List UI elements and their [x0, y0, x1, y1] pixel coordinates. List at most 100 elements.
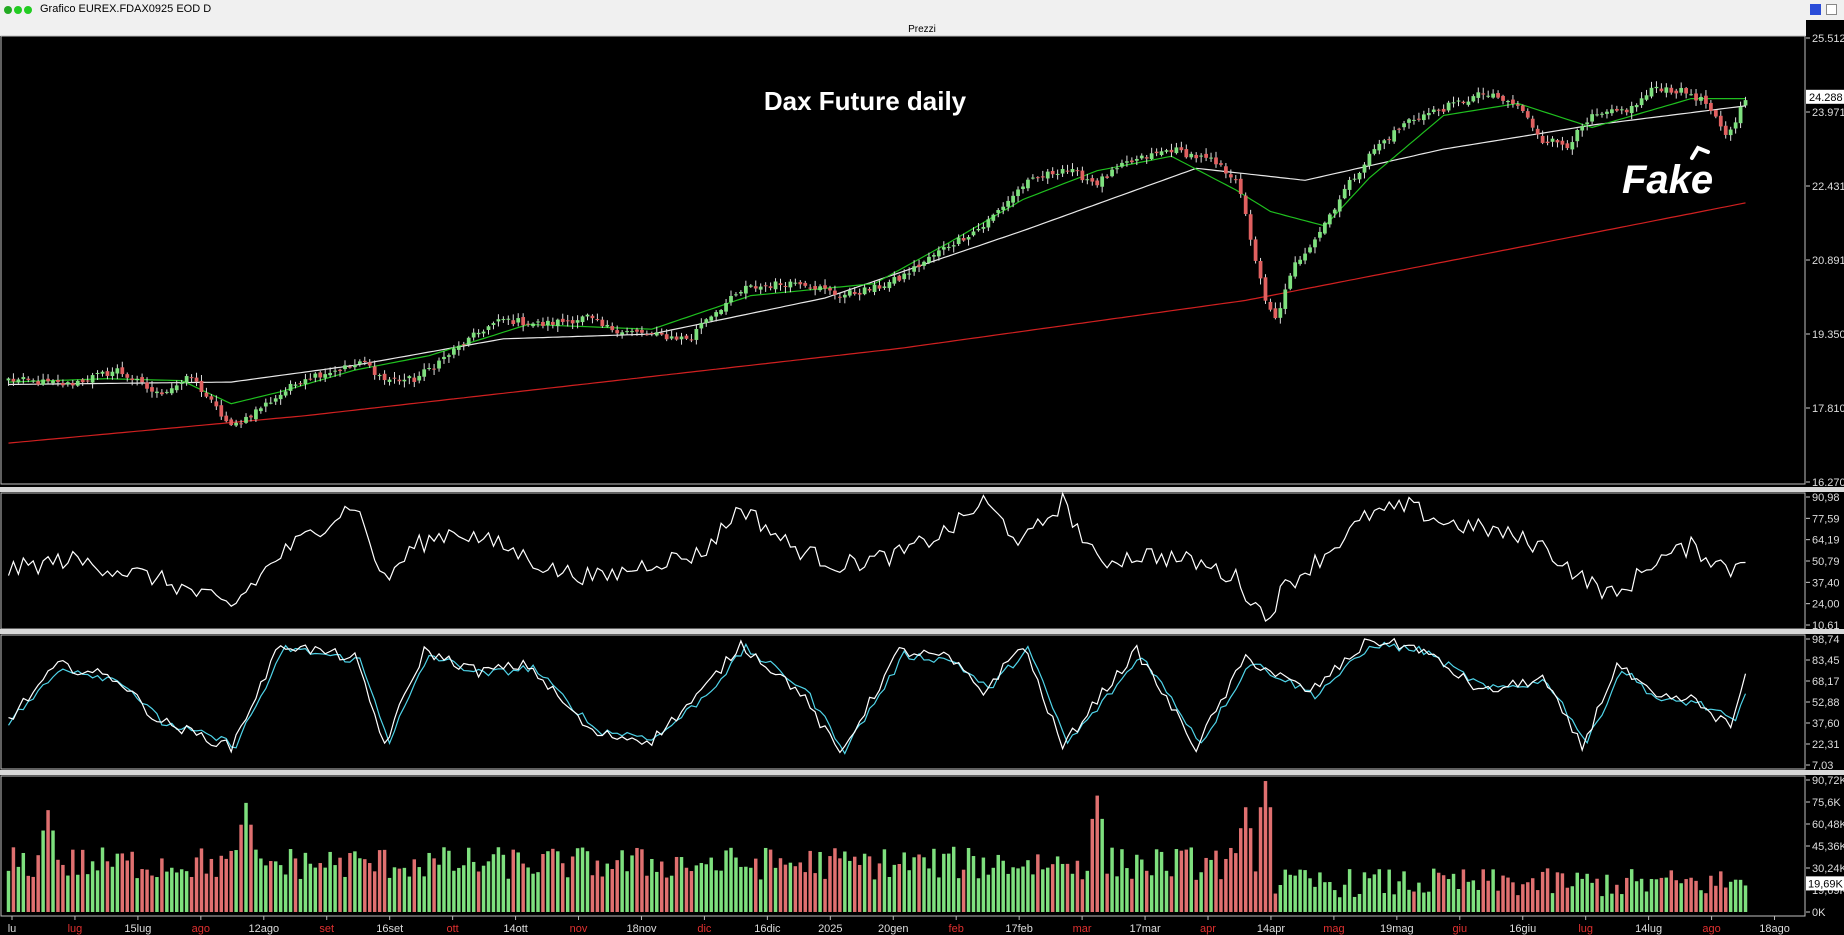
chart-area[interactable]: Prezzi 25.512 23.971 22.431 20.891 19.350 17.… — [0, 20, 1844, 935]
volume-bar — [387, 877, 392, 912]
y-tick-label: 64,19 — [1812, 535, 1840, 547]
volume-bar — [1649, 878, 1654, 912]
candle-body — [922, 261, 926, 266]
volume-bar — [105, 861, 110, 912]
candle-body — [1065, 170, 1070, 172]
stochastic-panel[interactable]: 98,74 83,45 68,17 52,88 37,60 22,31 7,03 — [7, 634, 1840, 772]
candle-body — [501, 319, 506, 321]
volume-bar — [1229, 847, 1233, 912]
volume-bar — [1516, 895, 1520, 912]
candle-body — [951, 245, 956, 247]
volume-bar — [1308, 878, 1312, 912]
candle-body — [1060, 169, 1065, 174]
minimize-icon[interactable] — [1810, 4, 1821, 15]
volume-bar — [1303, 870, 1307, 912]
candle-body — [902, 273, 907, 280]
volume-bar — [1352, 896, 1357, 912]
panel-border — [0, 775, 1806, 917]
candle-body — [461, 344, 466, 346]
candle-body — [620, 332, 625, 335]
candle-body — [422, 369, 427, 377]
candle-body — [417, 375, 422, 381]
volume-bar — [610, 868, 614, 912]
candle-body — [476, 332, 481, 335]
volume-bar — [1323, 882, 1327, 912]
volume-bar — [669, 875, 674, 912]
volume-bar — [966, 847, 971, 912]
volume-bar — [783, 864, 788, 912]
volume-bar — [229, 850, 233, 912]
volume-panel[interactable]: 90,72K75,6K60,48K45,36K30,24K19,69K0K19,… — [6, 775, 1844, 919]
volume-bar — [1036, 854, 1040, 912]
volume-bar — [511, 849, 515, 912]
volume-bar — [269, 861, 273, 912]
x-tick-label: 18nov — [626, 923, 656, 935]
volume-bar — [1476, 889, 1481, 912]
volume-bar — [1723, 887, 1728, 912]
candle-body — [521, 317, 526, 326]
y-tick-label: 37,60 — [1812, 718, 1840, 730]
volume-bar — [788, 862, 793, 912]
panel-border — [0, 492, 1806, 630]
candle-body — [1515, 104, 1520, 106]
volume-bar — [486, 861, 491, 912]
volume-bar — [36, 855, 40, 912]
x-tick-label: 16dic — [754, 923, 781, 935]
candle-body — [644, 334, 649, 336]
volume-bar — [729, 847, 733, 912]
volume-bar — [1026, 860, 1030, 912]
volume-bar — [1585, 873, 1589, 912]
candle-body — [1120, 162, 1124, 167]
candle-body — [1585, 122, 1590, 125]
candle-body — [1718, 115, 1723, 127]
volume-bar — [758, 879, 763, 912]
volume-bar — [1615, 884, 1619, 912]
candle-body — [1144, 157, 1149, 159]
volume-bar — [145, 869, 149, 912]
panel-label: Prezzi — [908, 24, 936, 35]
candle-body — [1100, 176, 1105, 187]
price-panel[interactable]: 25.512 23.971 22.431 20.891 19.350 17.810 16.2… — [6, 33, 1844, 489]
volume-bar — [1090, 818, 1095, 912]
y-tick-label: 30,24K — [1812, 863, 1844, 875]
candle-body — [1159, 151, 1164, 156]
candle-body — [833, 290, 837, 295]
volume-bar — [175, 872, 179, 912]
candle-body — [1080, 170, 1085, 181]
candle-body — [11, 378, 16, 382]
maximize-icon[interactable] — [1826, 4, 1837, 15]
candle-body — [6, 378, 11, 381]
candle-body — [1194, 154, 1199, 159]
volume-bar — [561, 863, 565, 912]
y-tick-label: 7,03 — [1812, 760, 1833, 772]
candle-body — [120, 367, 125, 375]
volume-bar — [937, 877, 941, 912]
volume-bar — [1654, 879, 1659, 912]
volume-bar — [254, 849, 258, 912]
volume-bar — [1164, 870, 1169, 912]
y-tick-label: 68,17 — [1812, 676, 1840, 688]
oscillator-1-panel[interactable]: 90,98 77,59 64,19 50,79 37,40 24,00 10,61 — [7, 491, 1840, 632]
volume-bar — [1491, 869, 1495, 912]
x-tick-label: 20gen — [878, 923, 909, 935]
candle-body — [1649, 87, 1654, 97]
volume-bar — [991, 867, 996, 912]
volume-bar — [1382, 892, 1386, 912]
volume-bar — [462, 865, 466, 912]
candle-body — [278, 394, 283, 400]
candle-body — [402, 379, 407, 382]
candle-body — [1426, 112, 1431, 116]
candle-body — [1248, 214, 1253, 240]
candle-body — [1728, 129, 1733, 136]
candle-body — [897, 275, 902, 281]
candle-body — [239, 423, 243, 425]
volume-bar — [328, 851, 332, 912]
volume-bar — [818, 851, 822, 912]
volume-bar — [773, 867, 778, 912]
volume-bar — [1560, 873, 1565, 912]
candle-body — [1125, 161, 1129, 163]
candle-body — [981, 226, 986, 229]
candle-body — [704, 319, 709, 324]
axis-background — [1806, 20, 1844, 935]
candle-body — [531, 323, 535, 327]
